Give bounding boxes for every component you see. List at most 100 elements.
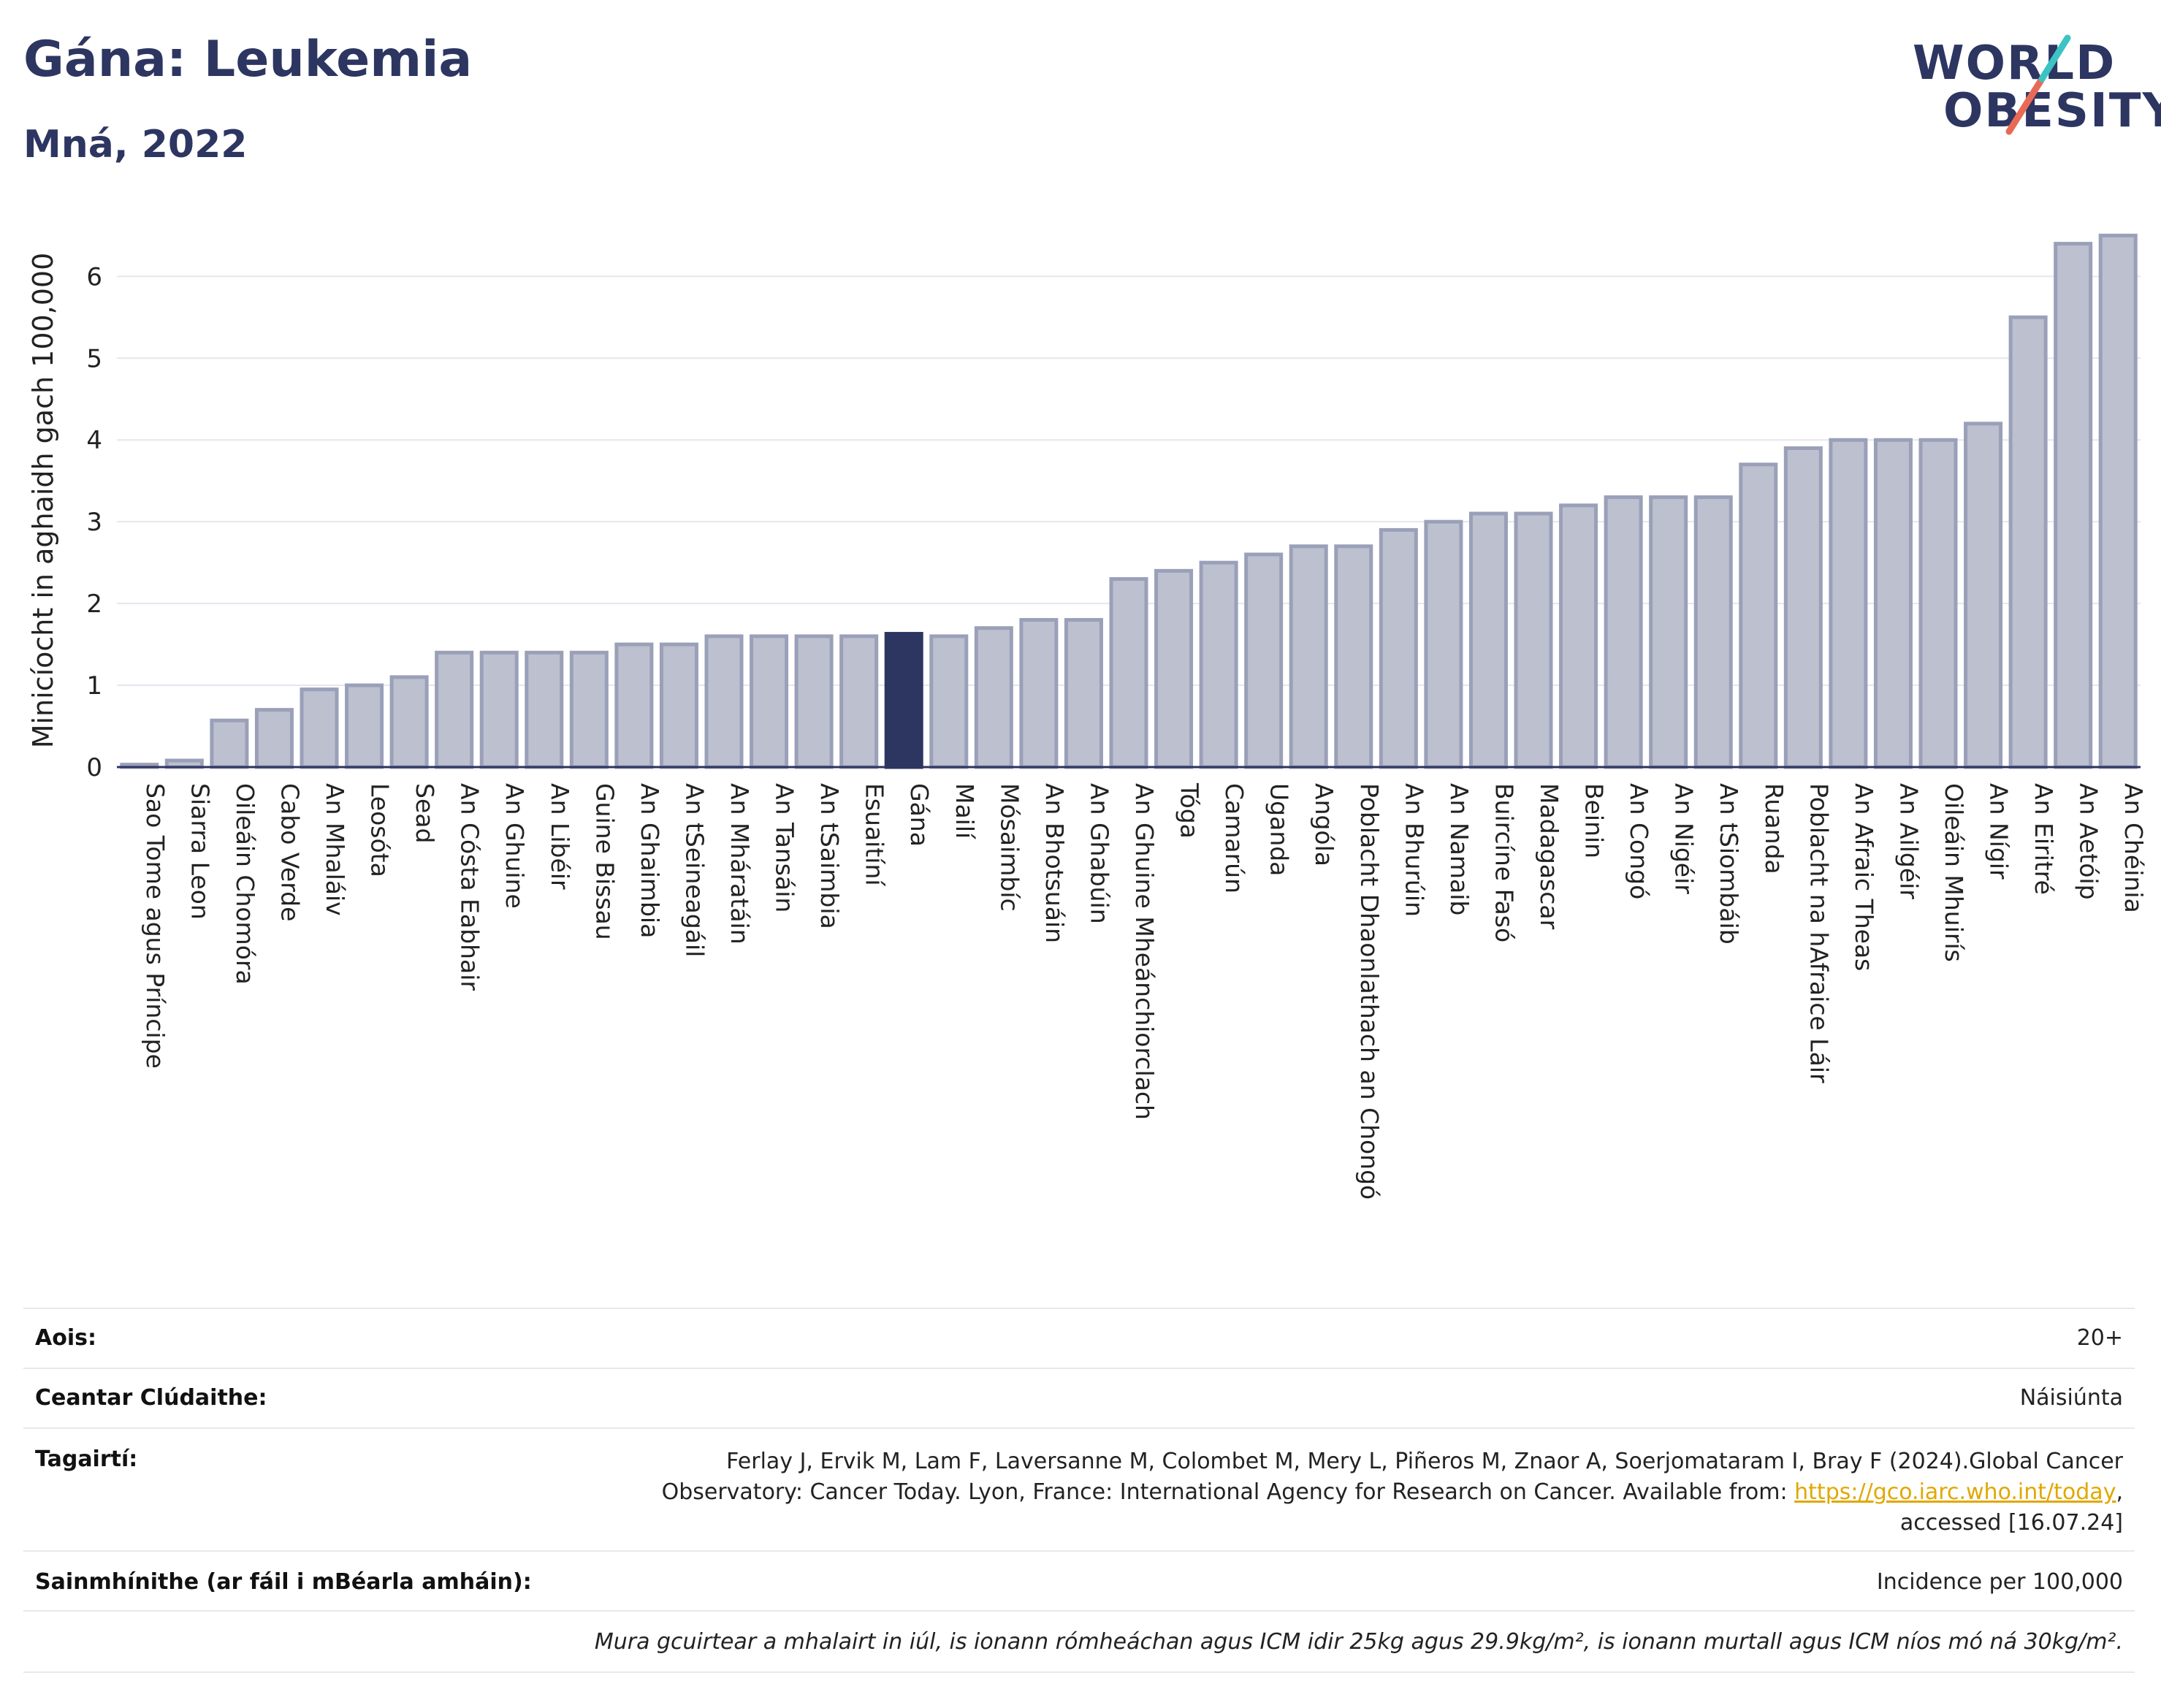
x-tick-label: Beinin [1580,783,1609,858]
coverage-value: Náisiúnta [2019,1385,2123,1411]
bar [614,642,654,769]
bar [1468,511,1508,769]
x-tick-label: An Bhotsuáin [1040,783,1069,943]
logo-slash-icon [2005,34,2071,135]
bar [1693,495,1733,769]
references-text: Ferlay J, Ervik M, Lam F, Laversanne M, … [516,1446,2123,1539]
bar [254,708,294,769]
world-obesity-logo: WORLD OBESITY [1899,22,2161,153]
bar [1334,544,1373,769]
bar [300,687,339,769]
y-axis-label: Minicíocht in aghaidh gach 100,000 [27,253,59,749]
references-line-2-text: Observatory: Cancer Today. Lyon, France:… [661,1479,1795,1505]
bar [2098,233,2138,769]
divider [23,1308,2135,1309]
x-tick-label: Sead [411,783,439,843]
bars [120,233,2138,769]
info-table: Aois: 20+ Ceantar Clúdaithe: Náisiúnta T… [23,1308,2135,1673]
x-tick-label: Siarra Leon [186,783,214,920]
references-line-2-end: , [2116,1479,2123,1505]
references-row: Tagairtí: Ferlay J, Ervik M, Lam F, Lave… [35,1446,2123,1541]
bar [1873,438,1913,769]
y-tick-label: 0 [86,753,102,782]
bar [479,650,519,769]
x-tick-label: An Chéinia [2119,783,2148,913]
y-tick-label: 5 [86,344,102,373]
divider [23,1427,2135,1429]
x-tick-label: An Aetóip [2075,783,2103,900]
bar [1783,446,1823,769]
divider [23,1610,2135,1612]
x-tick-label: An Libéir [546,783,574,890]
divider [23,1550,2135,1552]
x-tick-label: Gána [905,783,934,847]
bar [435,650,474,769]
x-tick-label: An Congó [1625,783,1653,899]
page-subtitle: Mná, 2022 [23,123,248,167]
x-tick-label: Tóga [1175,782,1204,839]
x-tick-label: Sao Tome agus Príncipe [141,783,169,1069]
bar [1964,422,2003,769]
x-tick-label: An Ghuine [500,783,529,909]
bar [1829,438,1868,769]
bar [794,634,834,769]
x-tick-label: An Bhurúin [1400,783,1428,917]
bar [659,642,698,769]
logo-line-2: OBESITY [1943,84,2161,138]
bar [210,718,249,769]
bar [1109,577,1148,769]
x-tick-label: An Mhaláiv [321,783,349,916]
y-tick-label: 3 [86,508,102,537]
x-tick-label: An Mháratáin [725,783,754,945]
age-label: Aois: [35,1325,96,1351]
x-tick-label: An Ghaimbia [636,783,664,938]
references-label: Tagairtí: [35,1446,138,1472]
coverage-label: Ceantar Clúdaithe: [35,1385,267,1411]
x-tick-label: An tSaimbia [815,783,844,929]
bar [525,650,564,769]
bar [2008,315,2048,769]
x-tick-label: Madagascar [1535,783,1563,930]
y-tick-label: 1 [86,671,102,701]
bar [1244,552,1284,769]
references-line-1: Ferlay J, Ervik M, Lam F, Laversanne M, … [726,1449,2123,1474]
bar [1739,462,1778,769]
y-tick-label: 4 [86,426,102,455]
divider [23,1671,2135,1673]
x-tick-label: Esuaitíní [861,783,889,887]
references-link[interactable]: https://gco.iarc.who.int/today [1794,1479,2116,1505]
bar [1604,495,1643,769]
x-tick-label: Poblacht Dhaonlathach an Chongó [1355,783,1384,1200]
x-tick-label: An tSiombáib [1715,783,1743,945]
x-tick-label: Angóla [1310,783,1338,866]
x-tick-label: An Afraic Theas [1850,783,1878,971]
bar [389,675,429,769]
bar [929,634,969,769]
x-tick-label: An Namaib [1445,783,1474,915]
x-tick-label: Oileáin Mhuirís [1940,783,1968,962]
x-tick-label: An Cósta Eabhair [456,783,484,991]
x-tick-label: An Ailgéir [1894,783,1923,899]
bar [1918,438,1958,769]
x-tick-label: An tSeineagáil [680,783,709,957]
bar [1379,527,1418,769]
x-tick-label: An Ghabúin [1085,783,1113,924]
divider [23,1368,2135,1369]
x-tick-label: An Nígir [1985,783,2013,880]
x-tick-label: Ruanda [1760,783,1788,874]
bar [1424,519,1463,769]
bar [1559,503,1598,769]
age-row: Aois: 20+ [35,1325,2123,1354]
bar [1064,618,1103,769]
bar [1019,618,1059,769]
footnote: Mura gcuirtear a mhalairt in iúl, is ion… [594,1629,2123,1655]
bar [1154,568,1194,769]
y-tick-labels: 0 1 2 3 4 5 6 [86,262,102,782]
x-tick-label: Camarún [1220,783,1249,893]
bar [1514,511,1553,769]
x-tick-label: Uganda [1265,783,1294,876]
references-line-2: Observatory: Cancer Today. Lyon, France:… [516,1477,2123,1508]
bar [839,634,879,769]
coverage-row: Ceantar Clúdaithe: Náisiúnta [35,1385,2123,1414]
bar [750,634,789,769]
